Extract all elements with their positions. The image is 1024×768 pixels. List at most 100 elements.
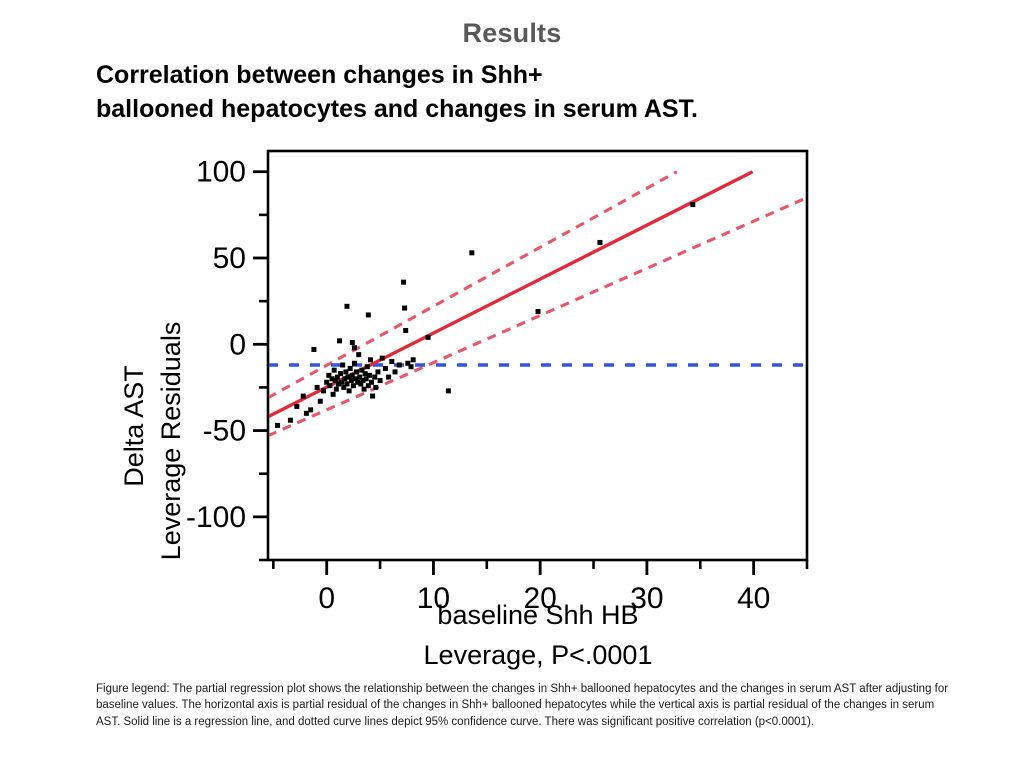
x-tick-label: 30 xyxy=(630,582,663,615)
data-point xyxy=(347,365,353,371)
data-point xyxy=(396,362,402,368)
data-point xyxy=(402,305,408,311)
scatter-plot-svg: Delta AST Leverage Residuals 100500-50-1… xyxy=(119,149,809,670)
data-point xyxy=(343,369,349,375)
data-point xyxy=(425,334,431,340)
data-point xyxy=(405,360,411,366)
y-axis-tick-labels: 100 50 0 -50 -100 xyxy=(186,156,246,534)
slide-subtitle: Correlation between changes in Shh+ ball… xyxy=(96,58,956,126)
x-tick-label: 10 xyxy=(417,582,450,615)
data-point xyxy=(338,371,344,377)
data-point xyxy=(349,372,355,378)
data-point xyxy=(350,383,356,389)
data-point xyxy=(382,365,388,371)
data-point xyxy=(375,369,381,375)
x-axis-label-line-2: Leverage, P<.0001 xyxy=(424,640,653,670)
data-point xyxy=(342,376,348,382)
data-point xyxy=(334,374,340,380)
data-point xyxy=(469,250,475,256)
data-point xyxy=(345,374,351,380)
data-point xyxy=(377,378,383,384)
data-point xyxy=(308,407,314,413)
y-tick-label: -50 xyxy=(203,415,246,448)
data-point xyxy=(317,398,323,404)
data-point xyxy=(275,422,281,428)
data-point xyxy=(341,384,347,390)
y-axis-ticks xyxy=(253,170,268,562)
x-tick-label: 0 xyxy=(318,582,335,615)
confidence-curve-lower xyxy=(269,196,806,437)
data-point xyxy=(300,393,306,399)
data-point xyxy=(351,345,357,351)
data-point xyxy=(361,386,367,392)
x-tick-label: 20 xyxy=(523,582,556,615)
data-point xyxy=(326,372,332,378)
data-point xyxy=(344,303,350,309)
data-point xyxy=(351,360,357,366)
data-point xyxy=(401,279,407,285)
data-point xyxy=(287,417,293,423)
data-point xyxy=(333,386,339,392)
data-point xyxy=(370,393,376,399)
data-point xyxy=(324,379,330,385)
x-axis-label-line-1: baseline Shh HB xyxy=(437,600,638,630)
data-point xyxy=(357,374,363,380)
data-point xyxy=(372,374,378,380)
data-point xyxy=(331,367,337,373)
data-point xyxy=(311,346,317,352)
data-point xyxy=(330,391,336,397)
data-point xyxy=(303,410,309,416)
data-point xyxy=(408,364,414,370)
data-point xyxy=(332,378,338,384)
x-tick-label: 40 xyxy=(737,582,770,615)
data-point xyxy=(344,381,350,387)
data-point xyxy=(340,362,346,368)
plot-frame xyxy=(266,149,809,562)
y-tick-label: 0 xyxy=(229,328,246,361)
data-point xyxy=(335,381,341,387)
data-point xyxy=(327,383,333,389)
subtitle-line-2: ballooned hepatocytes and changes in ser… xyxy=(96,95,698,123)
data-point xyxy=(337,338,343,344)
figure-caption: Figure legend: The partial regression pl… xyxy=(96,683,949,728)
data-point xyxy=(364,364,370,370)
data-point xyxy=(445,388,451,394)
data-point xyxy=(389,359,395,365)
figure-partial-regression-plot: Delta AST Leverage Residuals 100 50 0 -50 -1… xyxy=(0,136,1024,681)
data-point xyxy=(365,383,371,389)
data-point xyxy=(360,378,366,384)
y-tick-label: -100 xyxy=(186,501,246,534)
data-point xyxy=(349,340,355,346)
y-axis-label-inner: Leverage Residuals xyxy=(156,322,186,561)
data-point xyxy=(367,357,373,363)
page-title: Results xyxy=(462,18,562,48)
data-point xyxy=(392,369,398,375)
data-point xyxy=(346,388,352,394)
data-point xyxy=(321,388,327,394)
data-point xyxy=(597,239,603,245)
data-point xyxy=(354,369,360,375)
data-point xyxy=(403,327,409,333)
x-axis-tick-labels: 0 10 20 30 40 xyxy=(318,582,770,615)
data-point xyxy=(373,384,379,390)
data-point xyxy=(339,379,345,385)
data-point xyxy=(379,355,385,361)
subtitle-line-1: Correlation between changes in Shh+ xyxy=(96,61,543,89)
y-tick-label: 50 xyxy=(213,242,246,275)
y-tick-label: 100 xyxy=(196,156,246,189)
data-point xyxy=(369,379,375,385)
data-point xyxy=(365,312,371,318)
confidence-curve-upper xyxy=(269,170,678,399)
data-point xyxy=(294,403,300,409)
data-point xyxy=(535,308,541,314)
data-point xyxy=(329,376,335,382)
data-point xyxy=(355,379,361,385)
x-axis-ticks xyxy=(272,560,809,575)
data-point xyxy=(690,201,696,207)
data-point xyxy=(363,376,369,382)
data-point xyxy=(359,367,365,373)
data-point xyxy=(358,381,364,387)
data-point xyxy=(356,352,362,358)
data-point xyxy=(362,371,368,377)
data-point xyxy=(386,374,392,380)
